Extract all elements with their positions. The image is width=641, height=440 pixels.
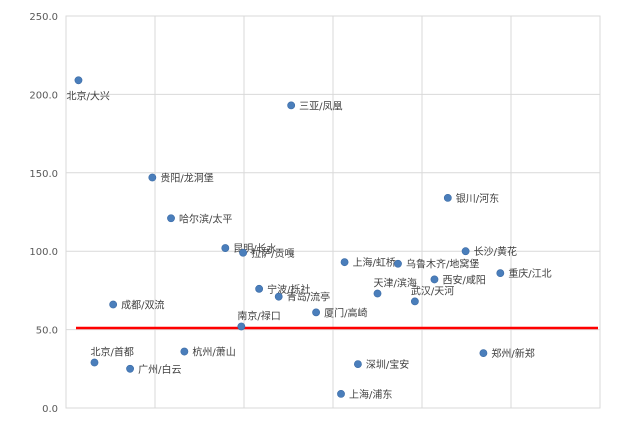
data-label: 北京/首都	[90, 346, 133, 359]
data-point	[373, 289, 382, 298]
data-point	[430, 275, 439, 284]
data-point	[255, 284, 264, 293]
data-point	[394, 259, 402, 268]
data-label: 广州/白云	[138, 363, 181, 376]
data-point	[90, 358, 99, 367]
y-tick-label: 150.0	[29, 169, 58, 180]
data-label: 杭州/萧山	[192, 346, 235, 359]
data-label: 上海/浦东	[349, 388, 392, 401]
data-label: 拉萨/贡嘎	[251, 247, 294, 260]
data-label: 重庆/江北	[508, 267, 551, 280]
data-label: 北京/大兴	[66, 89, 109, 102]
data-label: 武汉/天河	[411, 284, 454, 297]
data-point	[443, 193, 452, 202]
y-tick-label: 100.0	[29, 247, 58, 258]
y-tick-label: 50.0	[36, 326, 58, 337]
data-label: 青岛/流亭	[287, 291, 330, 304]
data-label: 上海/虹桥	[353, 256, 396, 269]
data-point	[312, 308, 320, 317]
data-label: 贵阳/龙洞堡	[160, 172, 213, 185]
data-label: 天津/滨海	[374, 277, 417, 290]
data-label: 厦门/高崎	[324, 306, 367, 319]
data-label: 宁波/栎社	[267, 283, 310, 296]
data-label: 乌鲁木齐/地窝堡	[406, 258, 479, 271]
data-label: 深圳/宝安	[366, 358, 409, 371]
data-label: 三亚/凤凰	[299, 100, 342, 112]
data-point	[74, 76, 83, 85]
data-point	[274, 292, 283, 301]
data-point	[479, 349, 488, 358]
data-point	[496, 269, 505, 278]
data-point	[180, 347, 189, 356]
data-point	[221, 244, 230, 252]
data-point	[109, 300, 118, 309]
y-tick-label: 250.0	[29, 12, 58, 23]
data-point	[287, 101, 296, 110]
data-point	[237, 322, 246, 331]
data-point	[167, 214, 175, 223]
data-label: 长沙/黄花	[474, 245, 517, 258]
data-label: 西安/咸阳	[442, 273, 485, 286]
data-label: 成都/双流	[121, 299, 164, 312]
data-label: 银川/河东	[456, 192, 499, 205]
data-label: 哈尔滨/太平	[179, 212, 232, 225]
data-point	[126, 364, 134, 373]
data-point	[148, 173, 157, 182]
data-label: 郑州/新郑	[491, 347, 534, 360]
data-point	[354, 360, 362, 368]
data-point	[239, 248, 248, 257]
y-tick-label: 200.0	[29, 90, 58, 101]
data-point	[410, 297, 419, 306]
data-point	[337, 389, 345, 398]
data-point	[461, 247, 470, 256]
data-point	[340, 258, 349, 267]
data-label: 南京/禄口	[237, 309, 280, 322]
y-tick-label: 0.0	[42, 404, 58, 415]
